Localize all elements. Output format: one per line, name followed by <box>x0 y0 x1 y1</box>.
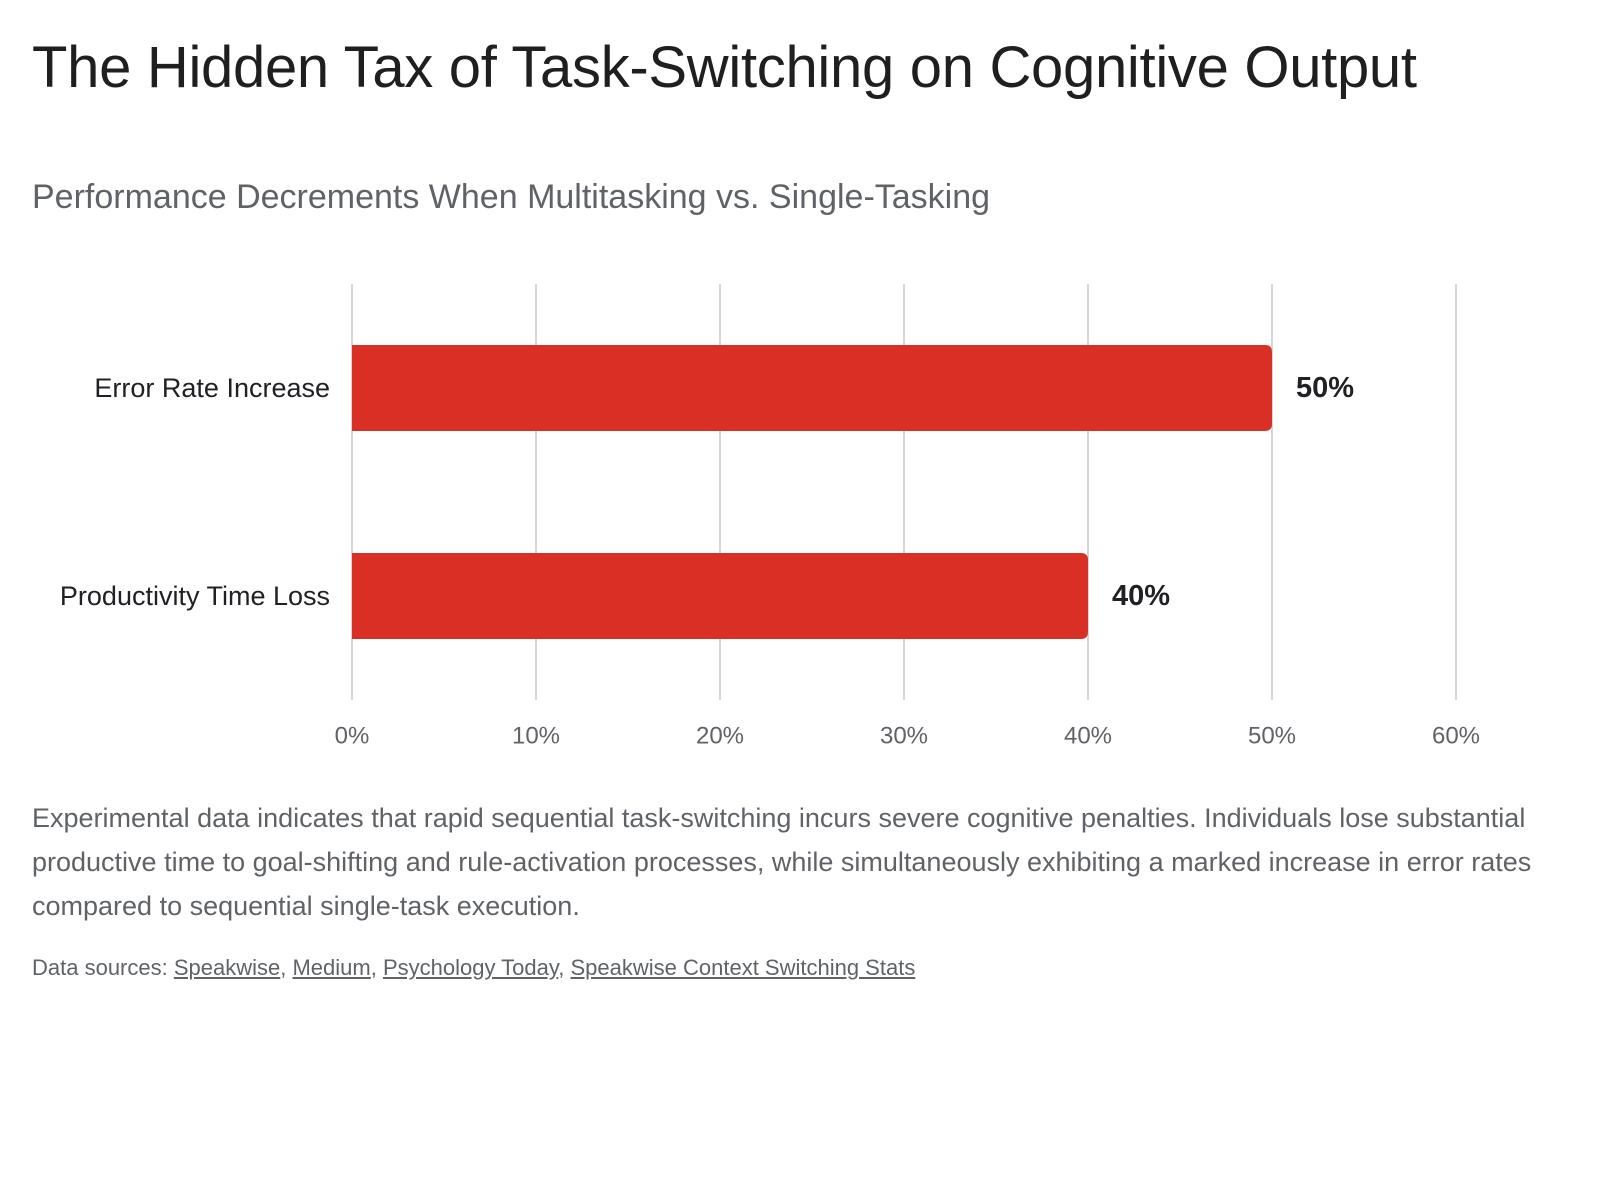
data-sources-label: Data sources: <box>32 955 174 980</box>
x-tick-label: 10% <box>512 723 560 750</box>
x-tick-label: 50% <box>1248 723 1296 750</box>
source-link-speakwise-context-switching-stats[interactable]: Speakwise Context Switching Stats <box>570 955 916 980</box>
data-label: 50% <box>1296 372 1354 404</box>
chart-container: Error Rate Increase 50% Productivity Time … <box>0 260 1600 760</box>
bar-productivity-time-loss <box>352 553 1088 639</box>
bar-chart: Error Rate Increase 50% Productivity Time … <box>60 284 1480 750</box>
source-link-medium[interactable]: Medium <box>292 955 371 980</box>
source-link-speakwise[interactable]: Speakwise <box>173 955 281 980</box>
source-link-psychology-today[interactable]: Psychology Today <box>382 955 559 980</box>
page-title: The Hidden Tax of Task-Switching on Cogn… <box>32 35 1417 100</box>
x-tick-label: 20% <box>696 723 744 750</box>
category-label: Error Rate Increase <box>94 373 330 403</box>
chart-description: Experimental data indicates that rapid s… <box>32 803 1532 921</box>
data-label: 40% <box>1112 580 1170 612</box>
bar-error-rate-increase <box>352 345 1272 431</box>
x-tick-label: 40% <box>1064 723 1112 750</box>
x-tick-label: 0% <box>335 723 370 750</box>
chart-subtitle: Performance Decrements When Multitasking… <box>32 178 991 216</box>
x-tick-label: 30% <box>880 723 928 750</box>
data-sources: Data sources: Speakwise, Medium, Psychol… <box>32 955 916 980</box>
category-label: Productivity Time Loss <box>60 581 330 611</box>
x-tick-label: 60% <box>1432 723 1480 750</box>
